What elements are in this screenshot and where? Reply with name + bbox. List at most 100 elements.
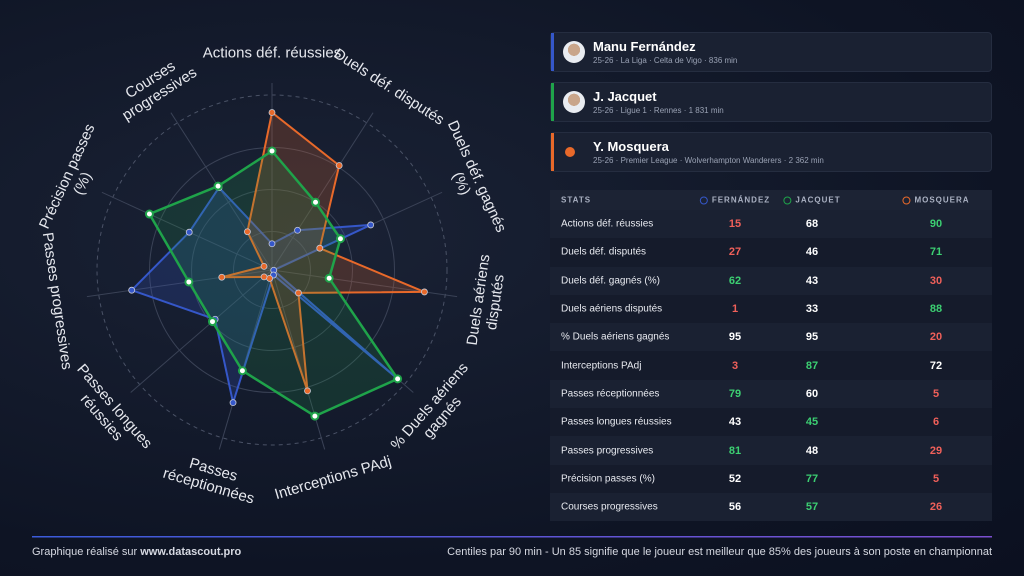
data-point (316, 244, 324, 252)
stat-value: 87 (805, 359, 819, 372)
stat-value: 56 (728, 501, 742, 514)
data-point (213, 181, 223, 191)
column-header: STATS (561, 195, 592, 205)
column-title: FERNÁNDEZ (711, 195, 771, 205)
spoke (130, 269, 273, 393)
data-point (144, 209, 154, 219)
stat-value: 26 (929, 501, 943, 514)
data-point (244, 228, 251, 236)
stat-value: 52 (728, 472, 742, 485)
data-point (207, 317, 217, 327)
stat-value: 15 (728, 218, 742, 231)
data-point (310, 411, 320, 421)
row-label: Passes longues réussies (561, 416, 672, 428)
stat-value: 1 (731, 303, 739, 316)
data-point (218, 273, 226, 281)
data-point (266, 274, 273, 282)
column-header: FERNÁNDEZ (699, 195, 771, 205)
card-accent (551, 83, 554, 121)
data-point (267, 146, 277, 156)
stat-value: 62 (728, 274, 742, 287)
player-name: Y. Mosquera (593, 139, 669, 154)
avatar (563, 41, 585, 63)
stat-value: 95 (805, 331, 819, 344)
stat-value: 57 (805, 501, 819, 514)
data-point (335, 162, 343, 169)
data-point (367, 221, 375, 229)
data-point (229, 399, 237, 407)
row-label: Courses progressives (561, 501, 658, 513)
spoke (271, 112, 374, 271)
player-dot (565, 147, 575, 157)
stat-value: 81 (728, 444, 742, 457)
footer-note: Centiles par 90 min - Un 85 signifie que… (447, 546, 992, 558)
table-row: Duels déf. disputés 27 46 71 (550, 238, 992, 267)
table-row: Passes progressives 81 48 29 (550, 436, 992, 465)
column-title: MOSQUERA (914, 195, 970, 205)
stat-value: 3 (731, 359, 739, 372)
stat-value: 95 (728, 331, 742, 344)
data-point (268, 240, 276, 248)
stat-value: 30 (929, 274, 943, 287)
stat-value: 43 (805, 274, 819, 287)
stat-value: 72 (929, 359, 943, 372)
stat-value: 60 (805, 387, 819, 400)
data-point (294, 226, 301, 234)
stat-value: 5 (932, 472, 940, 485)
spoke (86, 269, 273, 298)
stat-value: 27 (728, 246, 742, 259)
table-row: Duels aériens disputés 1 33 88 (550, 294, 992, 324)
data-point (421, 288, 428, 296)
player-info: 25-26 · La Liga · Celta de Vigo · 836 mi… (593, 56, 738, 65)
stat-value: 33 (805, 303, 819, 316)
stat-value: 43 (728, 416, 742, 429)
data-point (268, 109, 276, 116)
card-accent (551, 133, 554, 171)
data-point (237, 366, 247, 376)
row-label: Actions déf. réussies (561, 218, 654, 230)
table-row: Passes longues réussies 43 45 6 (550, 408, 992, 437)
data-point (393, 374, 403, 384)
stat-value: 46 (805, 246, 819, 259)
row-label: Duels déf. disputés (561, 246, 647, 258)
table-row: Duels déf. gagnés (%) 62 43 30 (550, 266, 992, 295)
series-area (130, 186, 399, 404)
table-row: Passes réceptionnées 79 60 5 (550, 379, 992, 409)
data-point (128, 286, 136, 294)
stat-value: 29 (929, 444, 943, 457)
row-label: % Duels aériens gagnés (561, 331, 670, 343)
avatar (563, 91, 585, 113)
stat-value: 6 (932, 416, 940, 429)
table-row: % Duels aériens gagnés 95 95 20 (550, 323, 992, 352)
legend-dot (783, 196, 792, 205)
player-card: J. Jacquet 25-26 · Ligue 1 · Rennes · 1 8… (550, 82, 992, 122)
stat-value: 79 (728, 387, 742, 400)
data-point (260, 273, 268, 281)
row-label: Duels déf. gagnés (%) (561, 275, 660, 287)
data-point (185, 228, 193, 236)
credit-site: www.datascout.pro (140, 546, 242, 558)
player-info: 25-26 · Premier League · Wolverhampton W… (593, 156, 824, 165)
column-title: JACQUET (795, 195, 841, 205)
data-point (184, 277, 194, 287)
stat-value: 48 (805, 444, 819, 457)
player-name: Manu Fernández (593, 39, 696, 54)
data-point (311, 197, 321, 207)
data-point (324, 273, 334, 283)
table-row: Interceptions PAdj 3 87 72 (550, 351, 992, 380)
data-point (335, 234, 345, 244)
row-label: Passes progressives (561, 445, 654, 457)
column-header: MOSQUERA (902, 196, 969, 205)
table-row: Précision passes (%) 52 77 5 (550, 464, 992, 493)
table-header: STATS FERNÁNDEZ JACQUET MOSQUERA (550, 190, 992, 210)
data-point (295, 289, 302, 297)
legend-dot (699, 196, 708, 205)
stat-value: 88 (929, 303, 943, 316)
row-label: Interceptions PAdj (561, 360, 642, 372)
credit-text: Graphique réalisé sur (32, 546, 138, 558)
stat-value: 71 (929, 246, 943, 259)
series-area (148, 149, 399, 418)
